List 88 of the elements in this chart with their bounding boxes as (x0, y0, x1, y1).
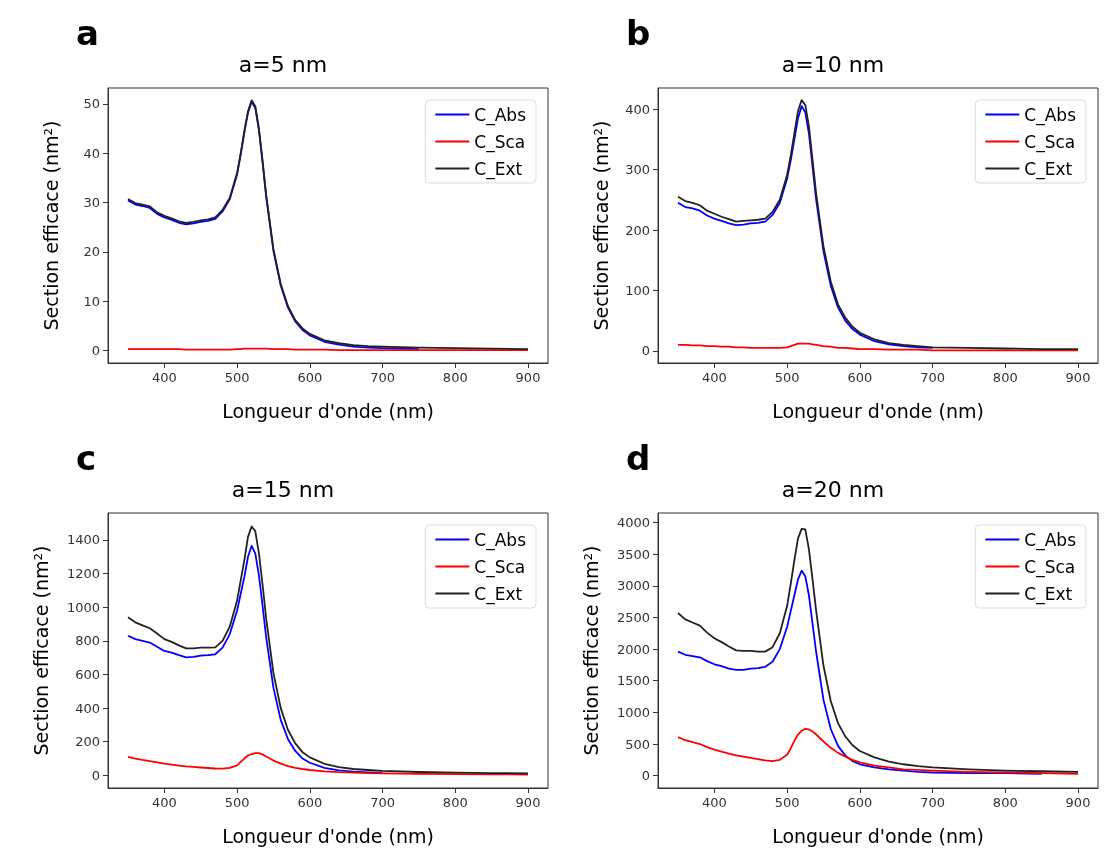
legend-label: C_Sca (474, 131, 526, 153)
y-axis-title: Section efficace (nm²) (579, 545, 602, 756)
chart-title: a=15 nm (231, 476, 335, 502)
legend-label: C_Sca (474, 556, 526, 578)
y-tick-label: 20 (83, 244, 100, 260)
y-tick-label: 1000 (616, 704, 650, 720)
x-tick-label: 900 (515, 795, 541, 810)
x-axis-title: Longueur d'onde (nm) (222, 399, 434, 422)
y-tick-label: 0 (91, 343, 100, 359)
x-tick-label: 900 (1065, 370, 1091, 385)
x-tick-label: 500 (774, 795, 800, 810)
x-tick-label: 900 (1065, 795, 1091, 810)
y-tick-label: 10 (83, 293, 100, 309)
x-tick-label: 700 (920, 370, 945, 385)
y-tick-label: 2500 (616, 609, 650, 625)
x-axis-title: Longueur d'onde (nm) (222, 824, 434, 847)
x-tick-label: 600 (297, 370, 323, 385)
y-tick-label: 500 (625, 736, 650, 752)
x-tick-label: 500 (774, 370, 800, 385)
x-tick-label: 500 (224, 795, 250, 810)
y-tick-label: 600 (75, 666, 100, 682)
x-tick-label: 400 (151, 795, 177, 810)
legend-label: C_Ext (474, 158, 523, 180)
line-series (677, 527, 1079, 773)
y-tick-label: 800 (75, 633, 100, 649)
line-series (677, 342, 1079, 352)
line-series (677, 105, 934, 349)
y-tick-label: 200 (75, 734, 100, 750)
y-tick-label: 0 (91, 767, 100, 783)
y-tick-label: 1400 (66, 532, 100, 548)
y-tick-label: 300 (625, 162, 650, 178)
legend-label: C_Sca (1024, 131, 1076, 153)
chart-title: a=10 nm (781, 51, 885, 77)
legend-label: C_Ext (474, 583, 523, 605)
text: b (626, 13, 651, 53)
x-tick-label: 800 (442, 370, 468, 385)
x-tick-label: 400 (701, 370, 727, 385)
x-tick-label: 800 (442, 795, 468, 810)
text: d (626, 438, 651, 478)
x-tick-label: 400 (701, 795, 727, 810)
y-tick-label: 30 (83, 195, 100, 211)
legend-label: C_Abs (474, 529, 527, 551)
y-tick-label: 100 (625, 282, 650, 298)
legend-label: C_Sca (1024, 556, 1076, 578)
line-series (127, 99, 529, 351)
line-series (127, 525, 529, 775)
legend-label: C_Ext (1024, 158, 1073, 180)
y-tick-label: 3000 (616, 578, 650, 594)
line-series (677, 99, 1079, 350)
x-tick-label: 500 (224, 370, 250, 385)
y-tick-label: 1000 (66, 599, 100, 615)
x-tick-label: 600 (847, 370, 873, 385)
y-tick-label: 50 (83, 96, 100, 112)
chart-title: a=5 nm (238, 51, 328, 77)
y-tick-label: 40 (83, 145, 100, 161)
y-tick-label: 400 (75, 700, 100, 716)
x-tick-label: 600 (297, 795, 323, 810)
y-tick-label: 1500 (616, 673, 650, 689)
y-axis-title: Section efficace (nm²) (589, 120, 612, 331)
y-tick-label: 2000 (616, 641, 650, 657)
x-tick-label: 700 (920, 795, 945, 810)
legend-label: C_Ext (1024, 583, 1073, 605)
y-tick-label: 0 (641, 343, 650, 359)
line-series (127, 752, 529, 776)
y-tick-label: 1200 (66, 566, 100, 582)
y-tick-label: 200 (625, 222, 650, 238)
y-axis-title: Section efficace (nm²) (29, 545, 52, 756)
y-tick-label: 400 (625, 101, 650, 117)
text: c (76, 438, 97, 478)
y-tick-label: 3500 (616, 546, 650, 562)
x-tick-label: 800 (992, 370, 1018, 385)
y-tick-label: 0 (641, 768, 650, 784)
legend-label: C_Abs (474, 104, 527, 126)
chart-title: a=20 nm (781, 476, 885, 502)
x-tick-label: 900 (515, 370, 541, 385)
x-tick-label: 600 (847, 795, 873, 810)
text: a (76, 13, 99, 53)
x-axis-title: Longueur d'onde (nm) (772, 824, 984, 847)
x-tick-label: 700 (370, 370, 395, 385)
x-tick-label: 700 (370, 795, 395, 810)
x-axis-title: Longueur d'onde (nm) (772, 399, 984, 422)
legend-label: C_Abs (1024, 104, 1077, 126)
y-axis-title: Section efficace (nm²) (39, 120, 62, 331)
y-tick-label: 4000 (616, 514, 650, 530)
legend-label: C_Abs (1024, 529, 1077, 551)
line-series (677, 727, 1079, 775)
x-tick-label: 400 (151, 370, 177, 385)
x-tick-label: 800 (992, 795, 1018, 810)
